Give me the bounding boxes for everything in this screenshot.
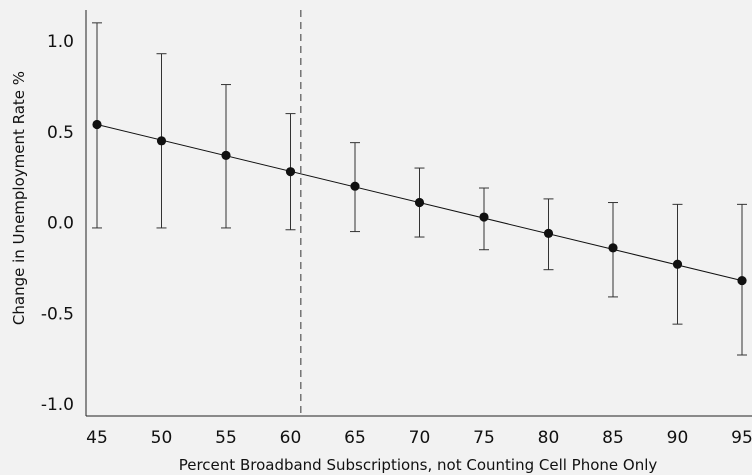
- data-points: [92, 119, 747, 286]
- x-tick-label: 65: [344, 428, 366, 448]
- x-tick-label: 60: [280, 428, 302, 448]
- data-point: [92, 119, 102, 130]
- x-tick-label: 95: [731, 428, 752, 448]
- axes: [85, 10, 752, 417]
- data-point: [221, 150, 231, 160]
- y-tick-label: 0.0: [47, 214, 74, 234]
- data-point: [479, 212, 489, 222]
- data-point: [350, 181, 360, 191]
- x-axis-label: Percent Broadband Subscriptions, not Cou…: [179, 456, 658, 474]
- x-tick-label: 75: [473, 428, 495, 448]
- x-tick-label: 80: [538, 428, 560, 448]
- y-axis-label: Change in Unemployment Rate %: [10, 71, 28, 325]
- y-tick-label: 0.5: [47, 123, 74, 143]
- data-point: [414, 197, 425, 208]
- data-point: [672, 259, 683, 269]
- x-tick-label: 70: [409, 428, 431, 448]
- x-tick-label: 85: [602, 428, 624, 448]
- x-tick-label: 90: [667, 428, 689, 448]
- error-bars: [92, 22, 747, 356]
- x-tick-label: 50: [151, 428, 173, 448]
- data-point: [285, 167, 296, 177]
- x-tick-label: 45: [86, 428, 108, 448]
- data-point: [156, 136, 167, 146]
- data-point: [608, 243, 618, 253]
- y-tick-label: 1.0: [47, 32, 74, 52]
- x-tick-label: 55: [215, 428, 237, 448]
- y-tick-label: -1.0: [41, 395, 74, 415]
- y-tick-label: -0.5: [41, 304, 74, 324]
- data-point: [737, 275, 747, 286]
- data-point: [543, 228, 554, 238]
- tick-labels: 45 50 55 60 65 70 75 80 85 90 95 -1.0 -0.5 0.0 0.5 1.0: [41, 32, 752, 448]
